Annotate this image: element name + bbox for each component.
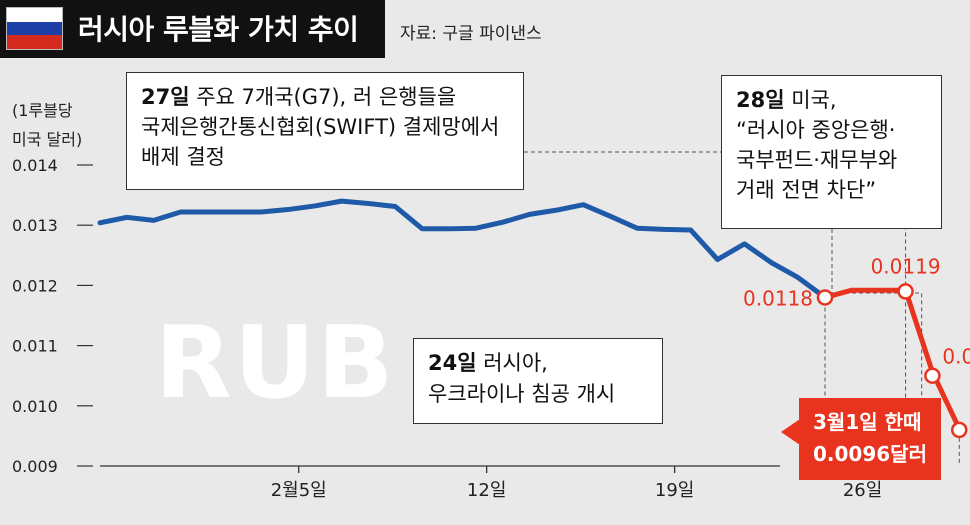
note-g7-date: 27일 [141,85,190,109]
x-tick-label: 26일 [843,480,882,501]
flag-stripe-blue [7,21,62,36]
note-invasion-date: 24일 [428,351,477,375]
note-g7-line1: 주요 7개국(G7), 러 은행들을 [189,85,457,109]
data-point-marker [951,421,968,439]
y-axis-unit: (1루블당 미국 달러) [12,96,82,154]
note-invasion: 24일 러시아, 우크라이나 침공 개시 [413,338,663,424]
russia-flag-icon [6,7,63,50]
rub-watermark: RUB [155,304,395,421]
y-tick-label: 0.012 [12,276,58,295]
series-line-before_invasion [97,198,828,300]
note-g7-line2: 국제은행간통신협회(SWIFT) 결제망에서 [141,115,500,139]
y-axis-unit-line2: 미국 달러) [12,130,83,149]
leader-us [831,229,923,466]
source-note: 자료: 구글 파이낸스 [400,24,542,44]
note-us-date: 28일 [736,88,785,112]
callout-line2: 0.0096달러 [813,442,927,466]
y-tick-label: 0.009 [12,457,58,476]
note-us-sanctions: 28일 미국, “러시아 중앙은행· 국부펀드·재무부와 거래 전면 차단” [721,75,942,229]
note-us-line3: 국부펀드·재무부와 [736,148,898,172]
title-bar: 러시아 루블화 가치 추이 [0,0,385,58]
data-point-label: 0.0118 [743,286,813,310]
data-point-label: 0.0105 [942,345,970,369]
note-g7-line3: 배제 결정 [141,145,225,169]
note-us-line4: 거래 전면 차단” [736,178,877,202]
note-invasion-line1: 러시아, [476,351,548,375]
y-tick-label: 0.011 [12,337,58,356]
data-point-marker [816,289,834,306]
flag-stripe-white [7,8,62,22]
y-tick-label: 0.014 [12,156,58,175]
callout-line1: 3월1일 한때 [813,410,922,434]
note-us-line2: “러시아 중앙은행· [736,118,896,142]
x-tick-label: 12일 [467,480,506,501]
callout-pointer [781,419,800,445]
callout-low-point: 3월1일 한때 0.0096달러 [799,398,941,480]
y-tick-label: 0.010 [12,397,58,416]
note-invasion-line2: 우크라이나 침공 개시 [428,382,616,406]
data-point-label: 0.0119 [871,254,941,278]
x-tick-label: 2월5일 [271,480,327,501]
note-g7-swift: 27일 주요 7개국(G7), 러 은행들을 국제은행간통신협회(SWIFT) … [126,72,524,190]
data-point-marker [924,367,941,384]
y-axis-unit-line1: (1루블당 [12,101,73,120]
y-tick-label: 0.013 [12,216,58,235]
data-point-marker [897,283,914,300]
x-tick-label: 19일 [655,480,694,501]
chart-title: 러시아 루블화 가치 추이 [78,13,359,46]
note-us-line1: 미국, [784,88,837,112]
flag-stripe-red [7,35,62,49]
